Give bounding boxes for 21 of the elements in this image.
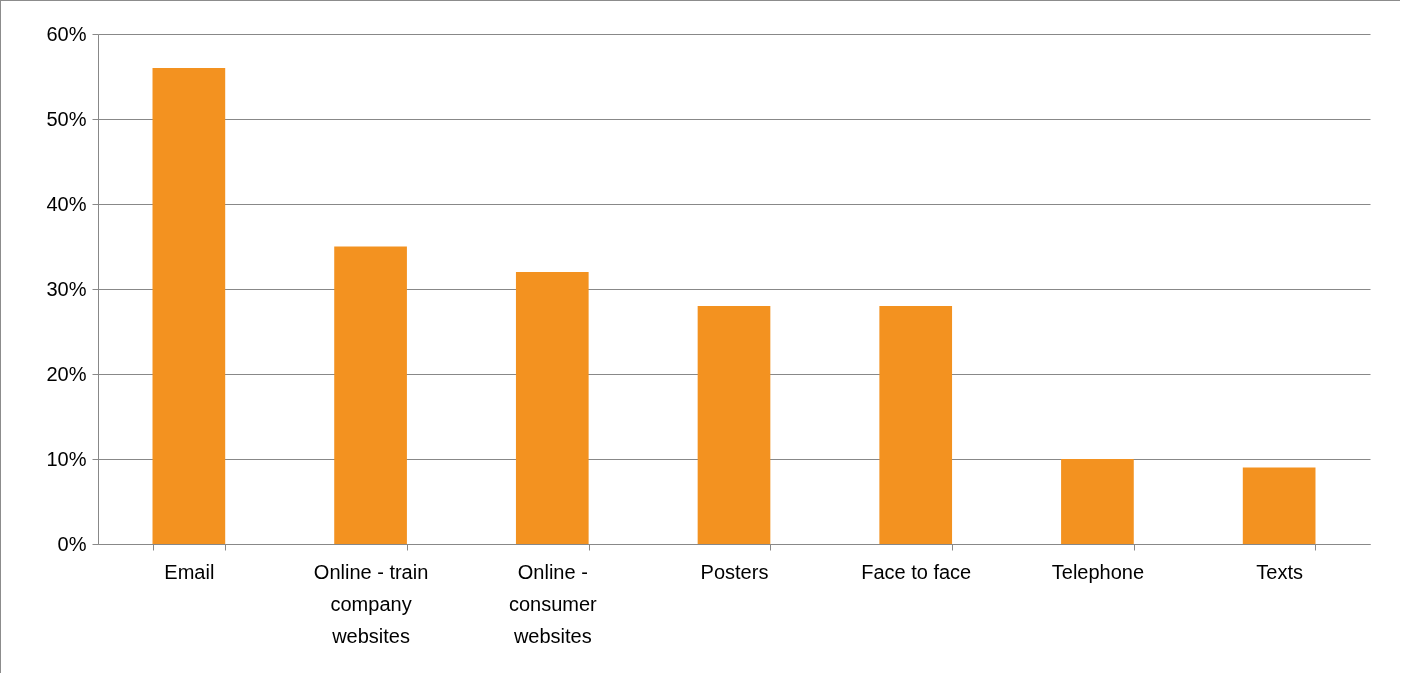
- x-tick-label: Email: [164, 560, 215, 583]
- y-tick-label: 40%: [46, 192, 87, 215]
- bar: [152, 68, 226, 544]
- y-tick-label: 0%: [57, 532, 87, 555]
- y-tick-label: 10%: [46, 447, 87, 470]
- bar: [879, 306, 953, 544]
- y-tick-label: 50%: [46, 107, 87, 130]
- x-tick-label: Online - train company websites: [313, 560, 429, 647]
- bar: [1061, 459, 1134, 544]
- bar: [1242, 467, 1316, 544]
- x-tick-label: Face to face: [861, 560, 972, 583]
- bar: [334, 246, 407, 544]
- bar: [515, 272, 589, 544]
- x-tick-label: Posters: [700, 560, 769, 583]
- y-tick-label: 60%: [46, 22, 87, 45]
- y-tick-label: 30%: [46, 277, 87, 300]
- x-tick-label: Telephone: [1051, 560, 1145, 583]
- bar: [697, 306, 771, 544]
- x-tick-label: Texts: [1256, 560, 1303, 583]
- y-tick-label: 20%: [46, 362, 87, 385]
- x-tick-label: Online - consumer websites: [508, 560, 598, 647]
